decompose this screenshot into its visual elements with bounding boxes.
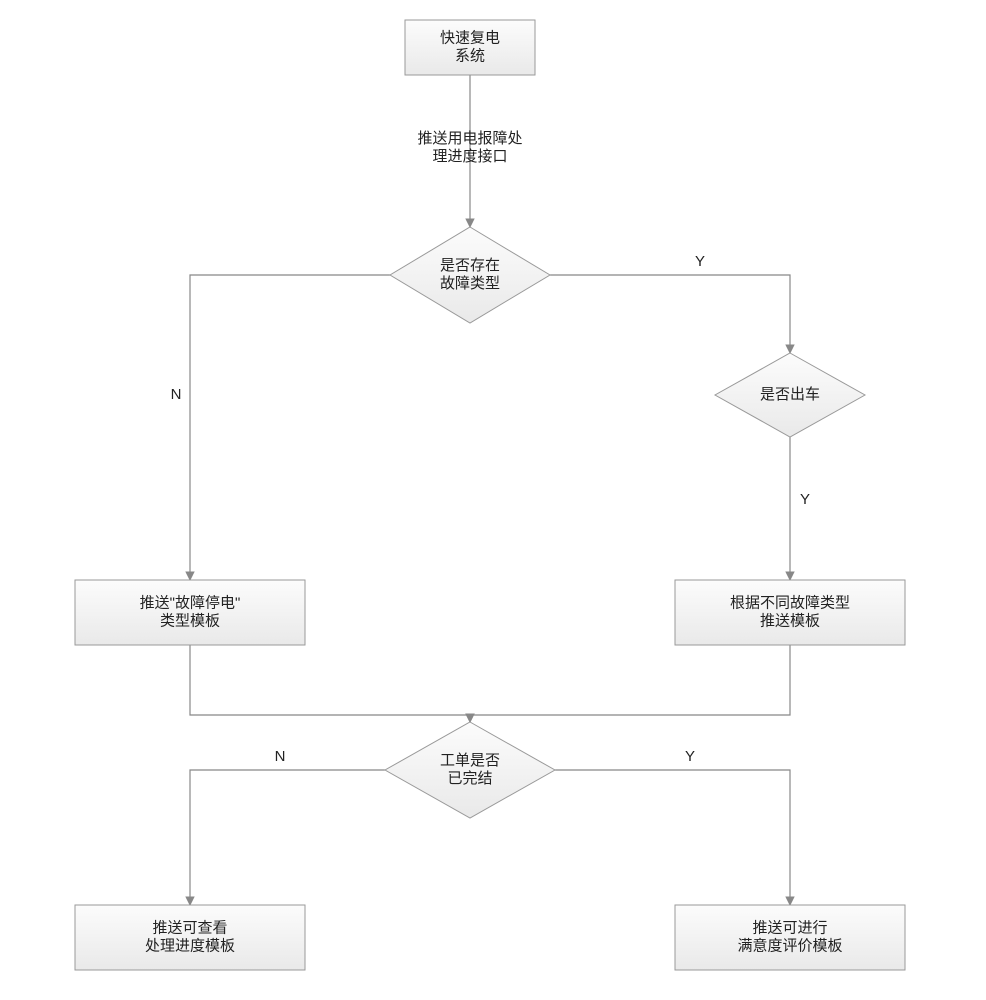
edge-e7 <box>190 770 385 905</box>
edge-label-e2: N <box>171 386 182 403</box>
node-label-n6: 工单是否已完结 <box>440 752 500 787</box>
node-label-n8: 推送可进行满意度评价模板 <box>737 919 842 954</box>
edge-label-e4: Y <box>800 491 810 508</box>
edge-e3 <box>550 275 790 353</box>
edge-label-e8: Y <box>685 748 695 765</box>
flowchart-canvas: 快速复电系统是否存在故障类型是否出车推送"故障停电"类型模板根据不同故障类型推送… <box>0 0 986 1000</box>
edge-e5 <box>190 645 470 722</box>
edge-e6 <box>470 645 790 722</box>
edge-label-e7: N <box>275 748 286 765</box>
node-label-n7: 推送可查看处理进度模板 <box>145 919 235 954</box>
node-label-n3: 是否出车 <box>760 386 820 403</box>
node-label-n2: 是否存在故障类型 <box>440 257 500 292</box>
edge-label-e3: Y <box>695 253 705 270</box>
edge-e8 <box>555 770 790 905</box>
edge-e2 <box>190 275 390 580</box>
